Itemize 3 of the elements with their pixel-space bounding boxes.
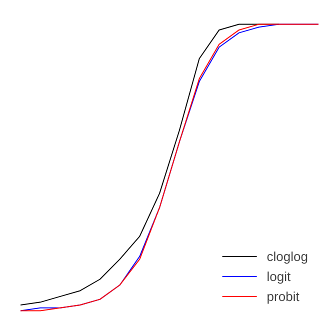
legend-label: logit xyxy=(266,268,291,284)
legend-label: probit xyxy=(266,288,300,304)
legend-label: cloglog xyxy=(266,248,308,264)
